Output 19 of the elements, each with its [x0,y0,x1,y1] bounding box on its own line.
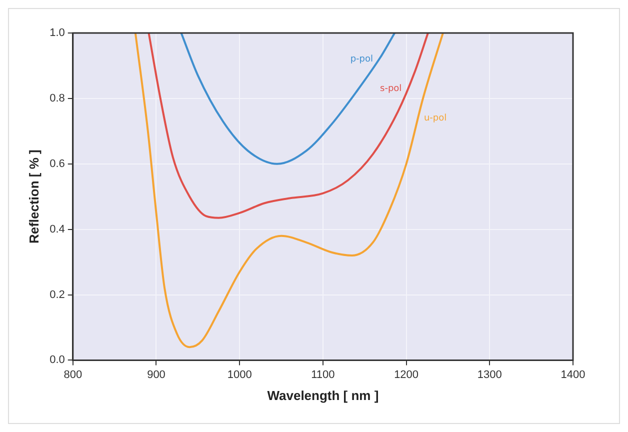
x-tick-label: 1200 [394,368,419,381]
x-tick-label: 800 [64,368,82,381]
series-label: u-pol [424,113,447,124]
series-label: p-pol [350,54,374,65]
x-tick-label: 1100 [311,368,335,381]
y-tick-label: 0.0 [50,354,65,366]
x-axis-title: Wavelength [ nm ] [267,388,379,403]
x-tick-label: 1400 [560,368,586,381]
y-tick-label: 1.0 [50,27,65,40]
y-axis-title: Reflection [ % ] [26,150,42,244]
series-label: s-pol [380,84,402,94]
y-tick-label: 0.8 [50,92,65,104]
y-tick-label: 0.2 [50,288,65,301]
line-series [134,33,444,348]
y-tick-label: 0.6 [50,158,65,170]
y-tick-label: 0.4 [50,223,65,236]
x-tick-label: 900 [147,368,166,381]
x-tick-label: 1000 [227,368,252,381]
x-tick-label: 1300 [477,368,502,381]
